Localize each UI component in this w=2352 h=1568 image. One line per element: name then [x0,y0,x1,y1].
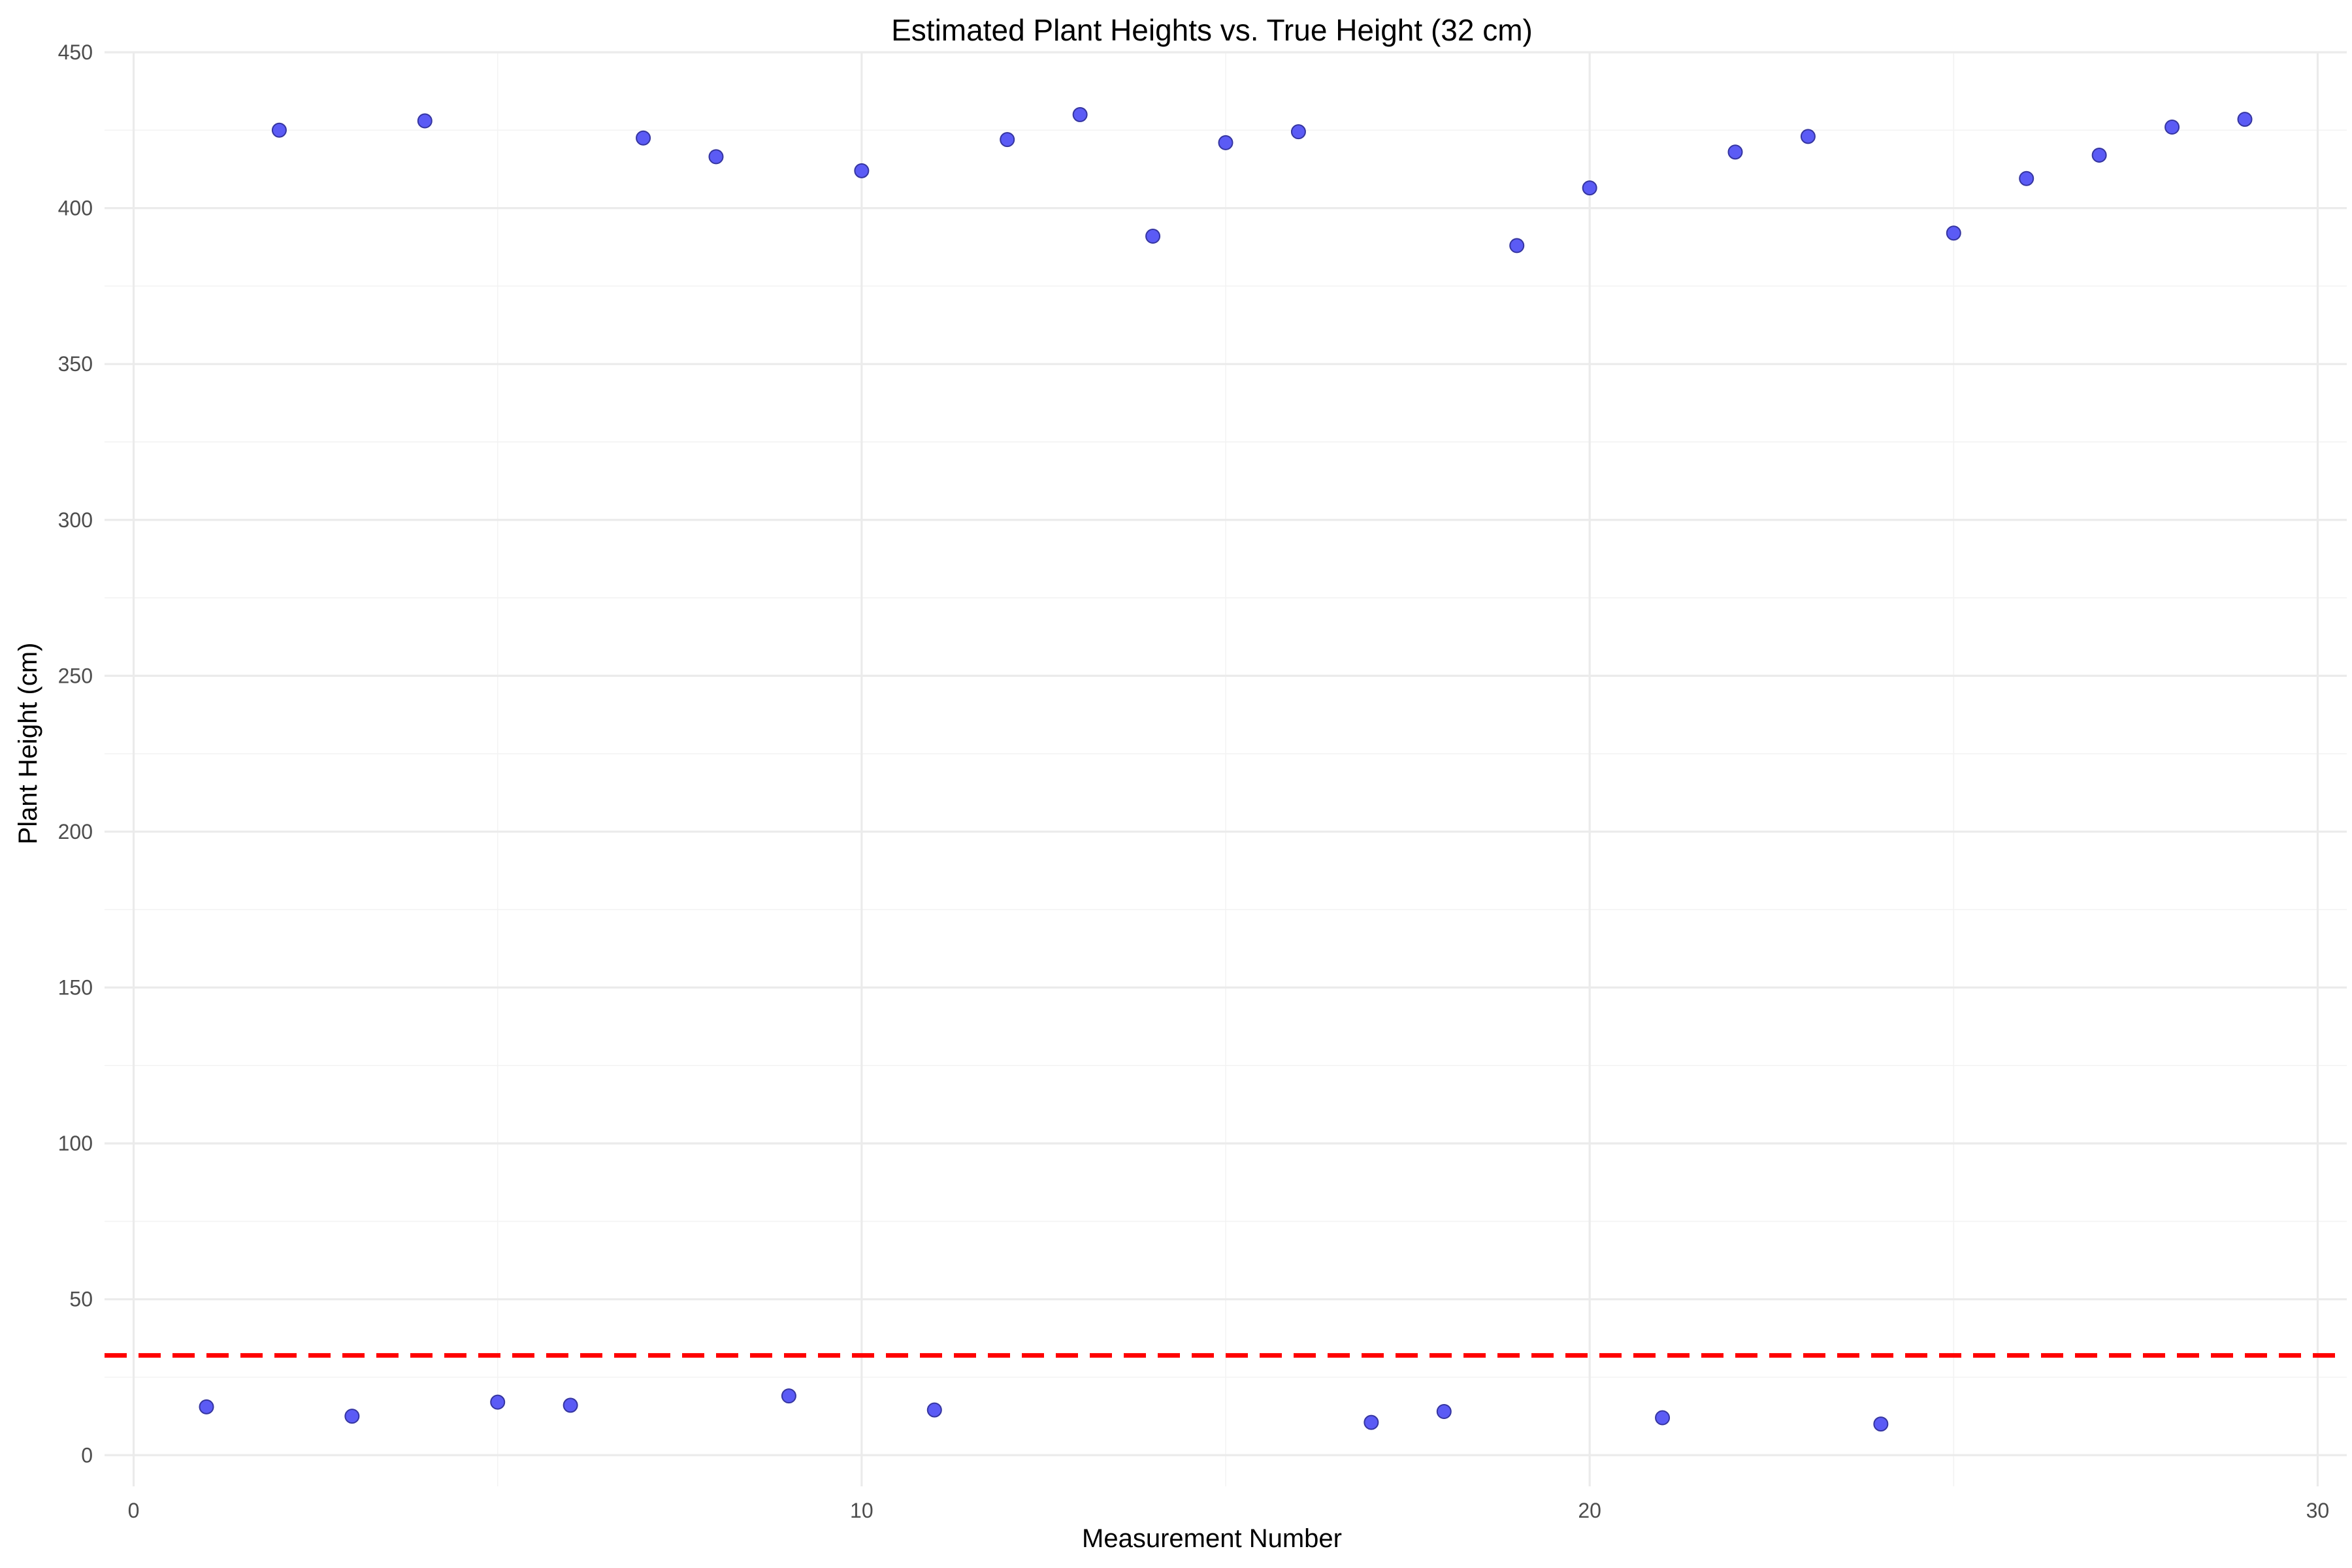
data-point [1290,124,1306,140]
x-tick-label: 10 [850,1499,874,1522]
data-point [1436,1403,1452,1419]
data-point [2164,120,2180,135]
data-point [781,1388,796,1404]
y-tick-label: 200 [58,820,93,843]
y-axis-title: Plant Height (cm) [14,643,42,845]
data-point [1582,180,1597,196]
data-point [1873,1416,1889,1432]
x-tick-label: 30 [2306,1499,2330,1522]
y-tick-label: 300 [58,508,93,532]
data-point [2091,147,2107,163]
data-point [854,163,870,178]
data-point [417,113,433,129]
data-point [1946,225,1961,241]
data-point [636,130,651,146]
data-point [1509,238,1525,253]
data-point [1218,135,1233,150]
data-point [1800,129,1816,144]
y-tick-label: 250 [58,664,93,687]
minor-gridlines [105,52,2347,1486]
y-tick-label: 50 [69,1288,93,1311]
y-tick-label: 150 [58,976,93,1000]
data-point [344,1409,360,1424]
data-point [271,122,287,138]
x-axis-title: Measurement Number [1082,1524,1342,1553]
data-point [2019,171,2034,186]
y-tick-label: 350 [58,352,93,376]
y-axis-tick-labels: 0 50 100 150 200 250 300 350 400 450 [58,41,93,1467]
data-point [1072,106,1088,122]
data-point [708,149,724,165]
data-point [926,1402,942,1418]
chart-title: Estimated Plant Heights vs. True Height … [891,13,1533,47]
y-tick-label: 100 [58,1132,93,1155]
data-point [490,1394,506,1410]
data-points [199,106,2253,1432]
data-point [1727,144,1743,160]
data-point [1655,1410,1671,1426]
data-point [1145,229,1161,244]
y-tick-label: 400 [58,197,93,220]
data-point [1364,1414,1379,1430]
data-point [1000,132,1015,148]
x-tick-label: 0 [128,1499,140,1522]
x-axis-tick-labels: 0 10 20 30 [128,1499,2330,1522]
y-tick-label: 450 [58,41,93,64]
x-tick-label: 20 [1578,1499,1601,1522]
data-point [563,1397,578,1413]
y-tick-label: 0 [81,1443,93,1467]
data-point [199,1399,214,1414]
data-point [2237,112,2253,127]
major-gridlines [105,51,2347,1486]
